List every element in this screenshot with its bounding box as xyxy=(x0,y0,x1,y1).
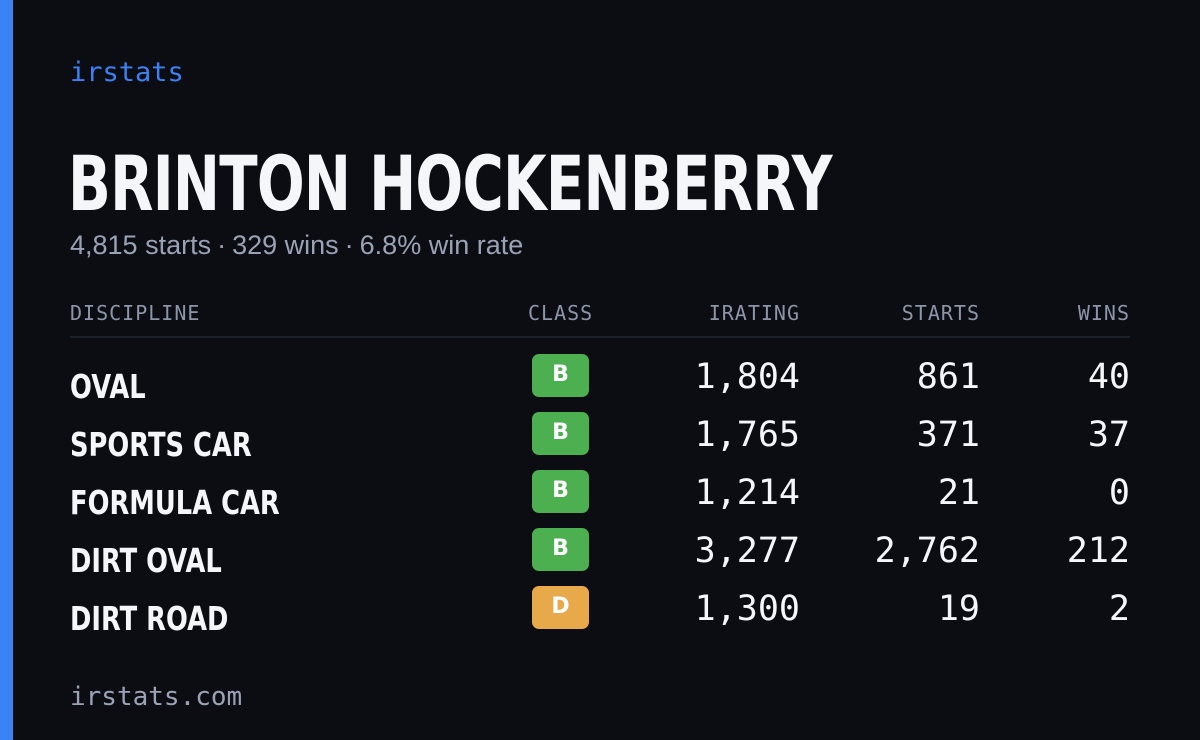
discipline-label: DIRT OVAL xyxy=(70,541,222,580)
wins-value: 2 xyxy=(1108,589,1130,629)
wins-value: 212 xyxy=(1066,531,1130,571)
table-row: FORMULA CAR B 1,214 21 0 xyxy=(70,470,1130,528)
wins-value: 40 xyxy=(1087,357,1130,397)
stats-table: DISCIPLINE CLASS IRATING STARTS WINS OVA… xyxy=(70,298,1130,644)
header-wins: WINS xyxy=(1077,301,1130,325)
table-row: SPORTS CAR B 1,765 371 37 xyxy=(70,412,1130,470)
win-rate: 6.8% win rate xyxy=(359,230,524,260)
header-starts: STARTS xyxy=(901,301,980,325)
starts-value: 19 xyxy=(937,589,980,629)
table-body: OVAL B 1,804 861 40 SPORTS CAR B 1,765 3… xyxy=(70,354,1130,644)
table-row: OVAL B 1,804 861 40 xyxy=(70,354,1130,412)
table-row: DIRT OVAL B 3,277 2,762 212 xyxy=(70,528,1130,586)
total-wins: 329 wins xyxy=(232,230,339,260)
starts-value: 21 xyxy=(937,473,980,513)
wins-value: 0 xyxy=(1108,473,1130,513)
irating-value: 1,765 xyxy=(694,415,800,455)
header-class: CLASS xyxy=(528,301,594,325)
class-badge: B xyxy=(532,528,589,571)
irating-value: 3,277 xyxy=(694,531,800,571)
total-starts: 4,815 starts xyxy=(70,230,212,260)
header-discipline: DISCIPLINE xyxy=(70,301,201,325)
header-irating: IRATING xyxy=(708,301,800,325)
irating-value: 1,300 xyxy=(694,589,800,629)
separator: · xyxy=(217,230,227,260)
starts-value: 861 xyxy=(916,357,980,397)
discipline-label: SPORTS CAR xyxy=(70,425,252,464)
starts-value: 371 xyxy=(916,415,980,455)
accent-bar xyxy=(0,0,13,740)
discipline-label: FORMULA CAR xyxy=(70,483,280,522)
starts-value: 2,762 xyxy=(874,531,980,571)
class-badge: D xyxy=(532,586,589,629)
irating-value: 1,804 xyxy=(694,357,800,397)
driver-summary: 4,815 starts · 329 wins · 6.8% win rate xyxy=(70,228,523,262)
class-badge: B xyxy=(532,470,589,513)
class-badge: B xyxy=(532,354,589,397)
wins-value: 37 xyxy=(1087,415,1130,455)
irating-value: 1,214 xyxy=(694,473,800,513)
discipline-label: DIRT ROAD xyxy=(70,599,229,638)
table-row: DIRT ROAD D 1,300 19 2 xyxy=(70,586,1130,644)
driver-name: BRINTON HOCKENBERRY xyxy=(68,139,832,228)
footer-url: irstats.com xyxy=(70,682,243,712)
brand-logo: irstats xyxy=(70,57,184,88)
class-badge: B xyxy=(532,412,589,455)
table-header: DISCIPLINE CLASS IRATING STARTS WINS xyxy=(70,298,1130,338)
discipline-label: OVAL xyxy=(70,367,146,406)
separator: · xyxy=(344,230,354,260)
